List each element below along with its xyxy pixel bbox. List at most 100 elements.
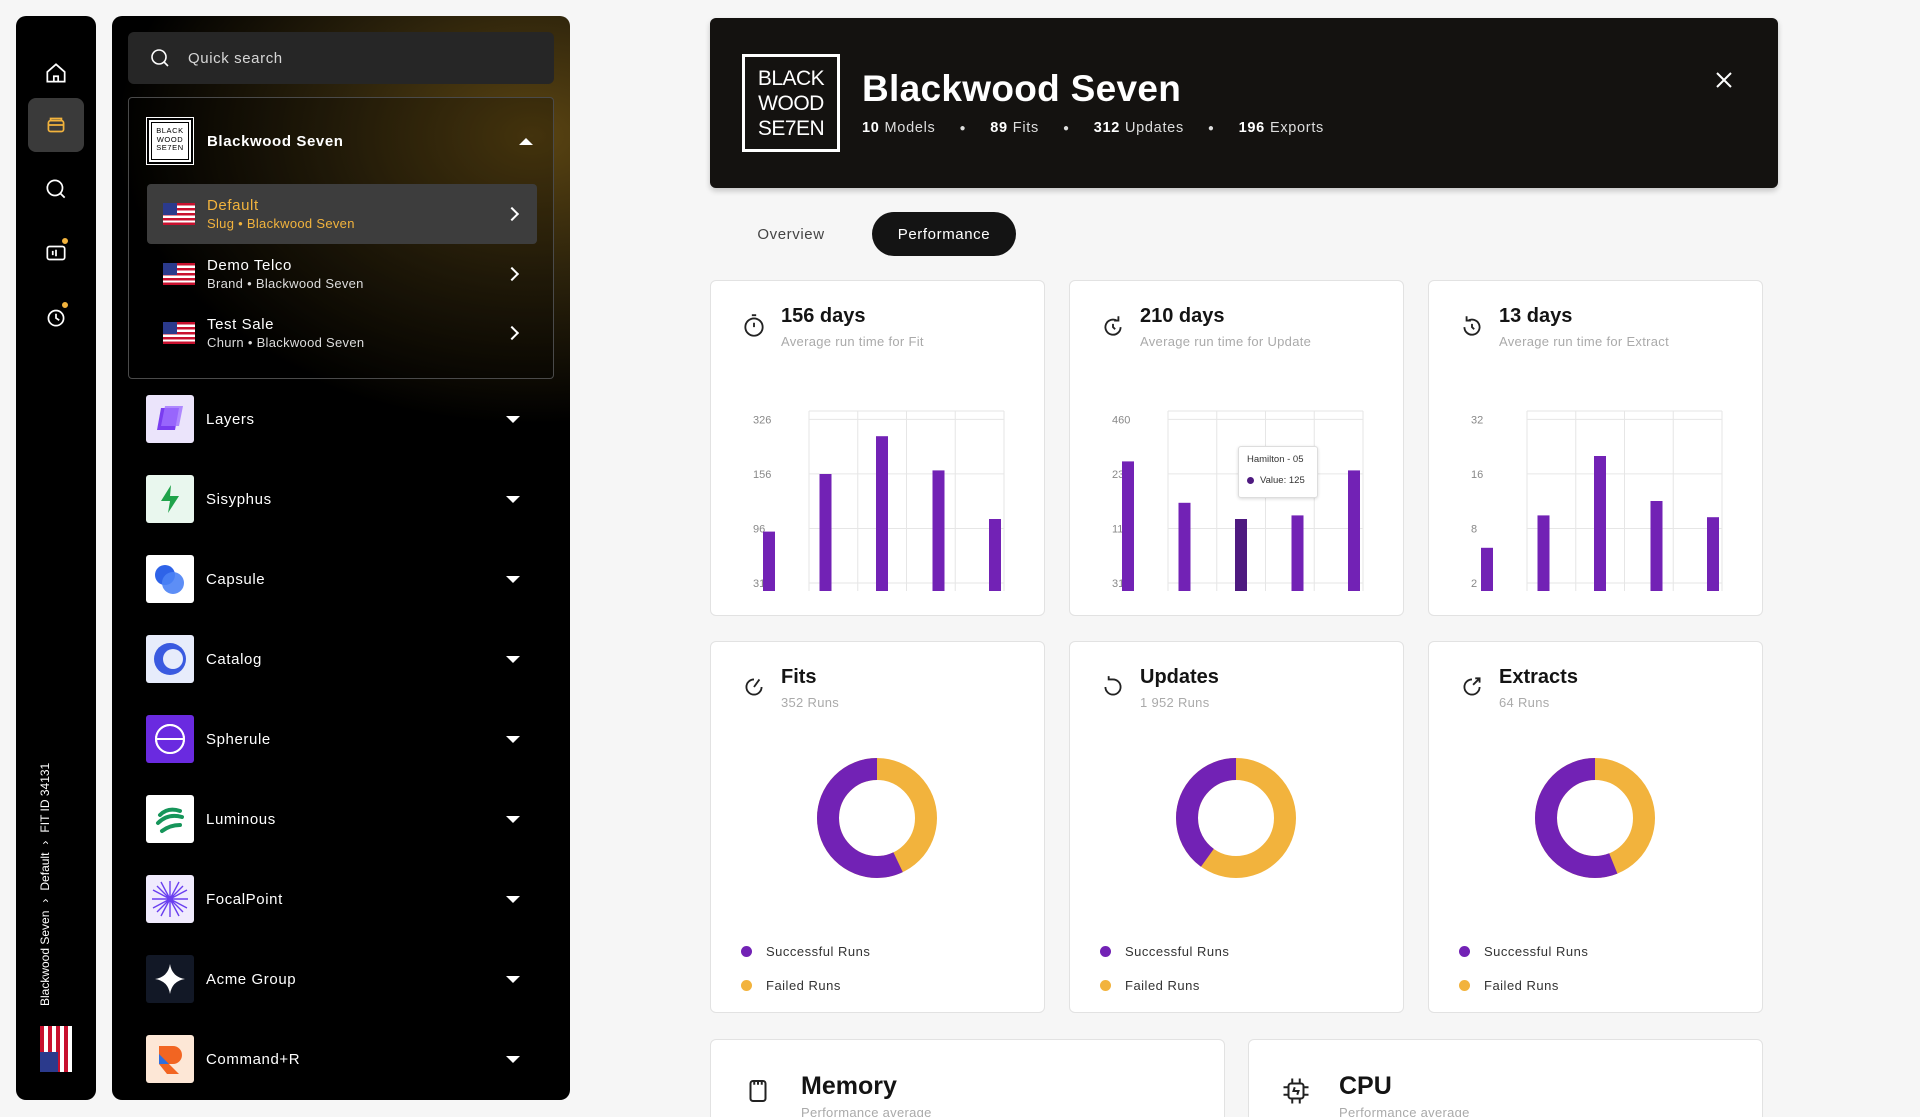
bar[interactable]: [1122, 461, 1134, 591]
refresh-icon: [1104, 676, 1122, 696]
home-icon[interactable]: [28, 46, 84, 100]
tab-performance[interactable]: Performance: [872, 212, 1016, 256]
bar[interactable]: [763, 531, 775, 591]
search-input[interactable]: Quick search: [128, 32, 554, 84]
y-tick-label: 96: [753, 523, 765, 535]
model-name: Test Sale: [207, 316, 275, 333]
card-title: CPU: [1339, 1072, 1392, 1100]
project-item-capsule[interactable]: Capsule: [146, 555, 538, 603]
donut-legend: Successful Runs Failed Runs: [741, 934, 870, 1002]
success-swatch: [1100, 945, 1111, 957]
bar[interactable]: [1348, 470, 1360, 591]
layers-logo-icon: [146, 395, 194, 443]
client-name: Blackwood Seven: [207, 132, 344, 150]
client-logo-large: BLACK WOOD SE7EN: [742, 54, 840, 152]
chevron-up-icon[interactable]: [519, 137, 533, 145]
bar[interactable]: [819, 474, 832, 591]
model-subtitle: Brand • Blackwood Seven: [207, 276, 364, 291]
bar[interactable]: [989, 519, 1001, 591]
chevron-down-icon[interactable]: [506, 1055, 520, 1063]
activity-icon[interactable]: [28, 290, 84, 344]
donut-slice-success[interactable]: [1176, 758, 1296, 878]
project-item-spherule[interactable]: Spherule: [146, 715, 538, 763]
project-item-focalpoint[interactable]: FocalPoint: [146, 875, 538, 923]
extracts-donut-chart: [1535, 758, 1655, 878]
us-flag-icon[interactable]: [40, 1026, 72, 1072]
timer-history-icon: [1463, 316, 1481, 336]
tab-overview[interactable]: Overview: [757, 225, 825, 243]
cpu-card: CPU Performance average: [1248, 1039, 1763, 1117]
project-item-layers[interactable]: Layers: [146, 395, 538, 443]
card-subtitle: 352 Runs: [781, 695, 840, 710]
legend-failed: Failed Runs: [766, 977, 841, 993]
chevron-down-icon[interactable]: [506, 735, 520, 743]
card-subtitle: Performance average: [1339, 1105, 1470, 1117]
chevron-down-icon[interactable]: [506, 815, 520, 823]
project-item-acme-group[interactable]: Acme Group: [146, 955, 538, 1003]
card-subtitle: Average run time for Update: [1140, 334, 1312, 349]
chevron-down-icon[interactable]: [506, 975, 520, 983]
bar[interactable]: [1537, 515, 1550, 591]
y-tick-label: 32: [1471, 414, 1483, 426]
chevron-down-icon[interactable]: [506, 415, 520, 423]
chevron-down-icon[interactable]: [506, 655, 520, 663]
search-icon[interactable]: [28, 162, 84, 216]
project-item-catalog[interactable]: Catalog: [146, 635, 538, 683]
bar[interactable]: [1178, 502, 1191, 591]
logo-line: SE7EN: [757, 116, 825, 140]
bar[interactable]: [1481, 547, 1493, 591]
bar[interactable]: [876, 436, 888, 591]
project-item-sisyphus[interactable]: Sisyphus: [146, 475, 538, 523]
capsule-logo-icon: [146, 555, 194, 603]
project-item-luminous[interactable]: Luminous: [146, 795, 538, 843]
legend-success: Successful Runs: [1125, 943, 1230, 959]
extract-runtime-bar-chart: 2 8 16 32: [1471, 410, 1723, 591]
model-name: Default: [207, 197, 259, 214]
project-panel: Quick search BLACK WOOD SE7EN Blackwood …: [112, 16, 570, 1100]
projects-icon[interactable]: [28, 98, 84, 152]
close-icon[interactable]: [1714, 70, 1734, 90]
stat-fits-label: Fits: [1012, 120, 1039, 136]
stat-updates-value: 312: [1093, 120, 1120, 136]
bar[interactable]: [932, 470, 945, 591]
us-flag-icon: [163, 263, 195, 285]
model-item-demo-telco[interactable]: Demo Telco Brand • Blackwood Seven: [147, 244, 537, 304]
model-item-default[interactable]: Default Slug • Blackwood Seven: [147, 184, 537, 244]
client-header[interactable]: BLACK WOOD SE7EN Blackwood Seven: [146, 117, 537, 165]
failed-swatch: [1100, 979, 1111, 991]
chevron-down-icon[interactable]: [506, 895, 520, 903]
notifications-icon[interactable]: [28, 226, 84, 280]
bar[interactable]: [1594, 456, 1606, 591]
chevron-right-icon: [504, 266, 520, 282]
fits-donut-chart: [817, 758, 937, 878]
activity-dot: [60, 300, 70, 310]
bar[interactable]: [1650, 501, 1663, 591]
model-item-test-sale[interactable]: Test Sale Churn • Blackwood Seven: [147, 303, 537, 363]
bar[interactable]: [1291, 515, 1304, 591]
fits-runs-card: Fits 352 Runs Successful Runs Failed Run…: [710, 641, 1045, 1013]
breadcrumb-model[interactable]: Default: [38, 852, 52, 891]
card-subtitle: Average run time for Extract: [1499, 334, 1670, 349]
project-name: Command+R: [206, 1050, 301, 1068]
logo-line: SE7EN: [156, 143, 184, 153]
separator-dot: ●: [1062, 122, 1070, 134]
bar[interactable]: [1235, 519, 1247, 591]
extracts-runs-card: Extracts 64 Runs Successful Runs Failed …: [1428, 641, 1763, 1013]
card-title: Memory: [801, 1072, 897, 1100]
card-title: Extracts: [1499, 666, 1578, 688]
tooltip-value: Value: 125: [1260, 475, 1305, 486]
project-item-command-r[interactable]: Command+R: [146, 1035, 538, 1083]
memory-card-icon: [749, 1080, 767, 1102]
card-subtitle: 64 Runs: [1499, 695, 1550, 710]
donut-slice-success[interactable]: [1535, 758, 1655, 878]
fit-runtime-bar-chart: 31 96 156 326: [753, 410, 1005, 591]
bar[interactable]: [1707, 517, 1719, 591]
chevron-down-icon[interactable]: [506, 575, 520, 583]
card-title: 156 days: [781, 305, 866, 327]
donut-slice-success[interactable]: [817, 758, 937, 878]
chevron-down-icon[interactable]: [506, 495, 520, 503]
acme-group-logo-icon: [146, 955, 194, 1003]
breadcrumb-client[interactable]: Blackwood Seven: [38, 910, 52, 1006]
stat-updates-label: Updates: [1124, 120, 1184, 136]
timer-refresh-icon: [1104, 316, 1122, 336]
